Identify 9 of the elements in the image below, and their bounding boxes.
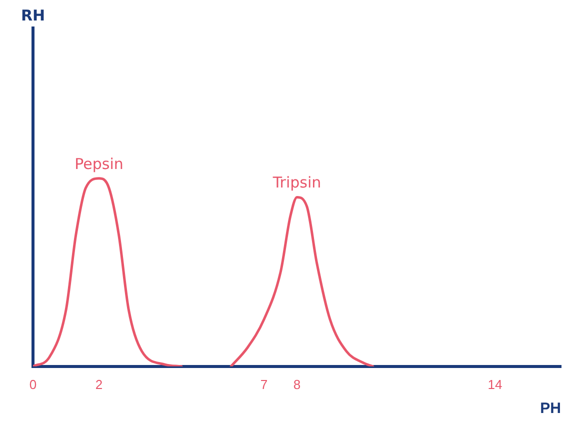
x-tick-label: 8: [293, 376, 301, 392]
text: RH: [20, 6, 46, 24]
x-axis-title: PH: [540, 400, 561, 418]
series-label: Tripsin: [272, 174, 322, 192]
x-tick-label: 0: [29, 376, 37, 392]
x-tick-label: 14: [488, 376, 502, 392]
x-tick-label: 2: [95, 376, 103, 392]
series-label: Pepsin: [74, 154, 124, 173]
x-tick-label: 7: [260, 376, 268, 392]
